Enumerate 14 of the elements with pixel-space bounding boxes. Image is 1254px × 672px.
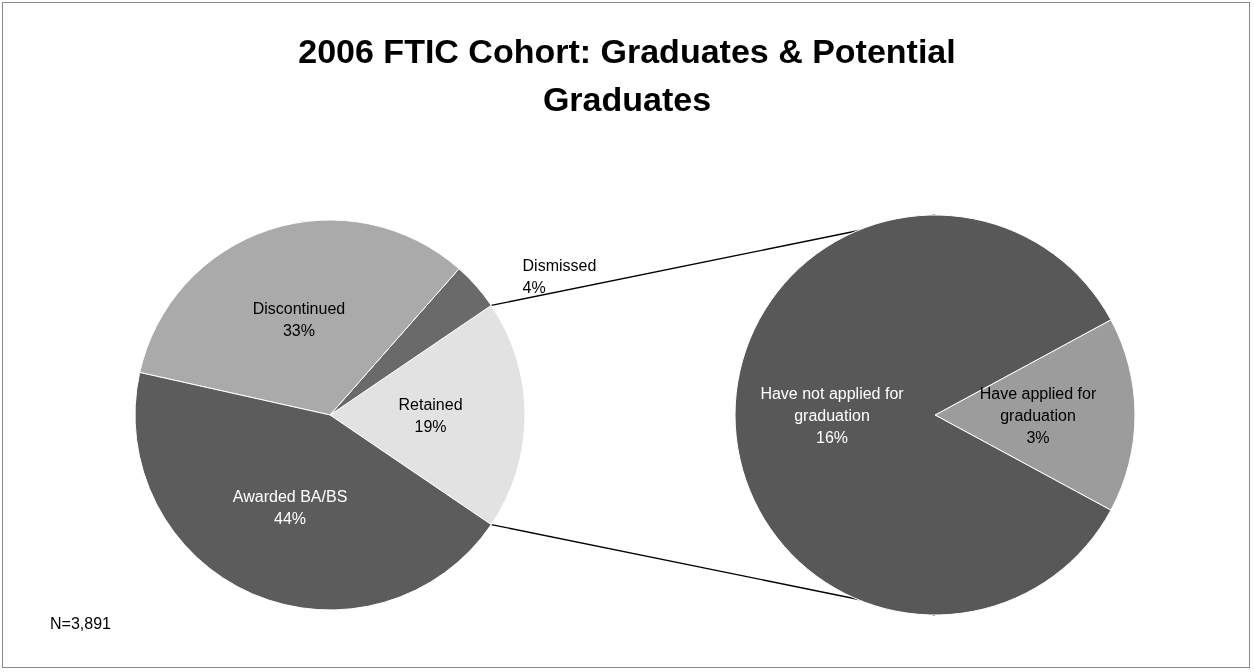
slice-label: Have not applied for graduation [760, 384, 905, 424]
data-label: 3% [1026, 428, 1050, 446]
data-label: 4% [522, 278, 546, 296]
slice-label: Discontinued [252, 299, 346, 317]
data-label: 19% [414, 417, 447, 435]
chart-title: 2006 FTIC Cohort: Graduates & Potential Graduates [298, 32, 956, 118]
text: N=3,891 [50, 614, 112, 632]
slice-label: Dismissed [522, 256, 597, 274]
data-label: 33% [282, 321, 315, 339]
slice-label: Have applied for graduation [979, 384, 1097, 424]
data-label: 16% [815, 428, 849, 446]
slice-label: Awarded BA/BS [232, 487, 348, 505]
slice-label: Retained [398, 395, 463, 413]
data-label: 44% [274, 509, 307, 527]
